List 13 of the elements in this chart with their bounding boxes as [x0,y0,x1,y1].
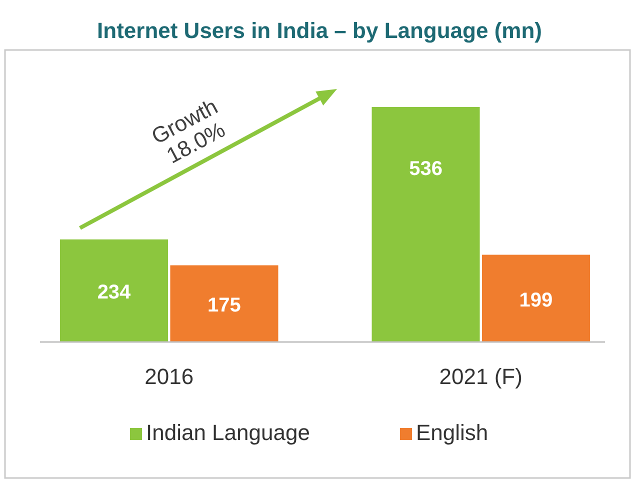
legend-label: Indian Language [146,420,310,445]
x-tick-label: 2016 [144,364,194,389]
data-label: 199 [519,289,553,312]
chart-title: Internet Users in India – by Language (mn) [97,18,542,43]
bar [60,239,168,342]
data-label: 234 [97,282,132,304]
data-label: 536 [409,158,442,180]
x-tick-label: 2021 (F) [439,364,522,389]
bar [170,265,278,342]
data-label: 175 [208,294,241,317]
bar [372,107,480,342]
legend-label: English [416,420,488,445]
bar [482,254,590,342]
